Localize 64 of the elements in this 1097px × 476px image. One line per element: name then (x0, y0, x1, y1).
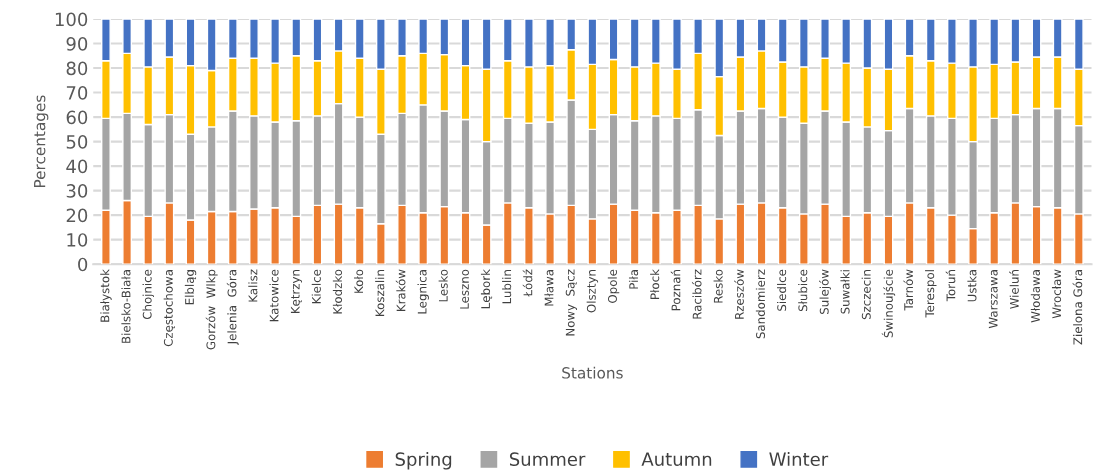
y-tick-label: 90 (66, 37, 88, 51)
x-tick-label: Resko (713, 269, 723, 303)
x-tick-label: Słubice (798, 269, 808, 312)
x-tick-label: Terespol (925, 270, 937, 318)
x-tick-label: Ustka (967, 270, 977, 302)
x-tick-label: Siedlce (777, 269, 787, 311)
x-tick-label: Tarnów (903, 269, 914, 311)
x-tick-label: Legnica (417, 270, 429, 314)
y-tick-label: 100 (55, 12, 88, 27)
x-tick-label: Jelenia Góra (226, 270, 239, 345)
x-tick-label: Bielsko-Biała (121, 270, 131, 343)
x-tick-label: Kraków (395, 269, 406, 311)
x-tick-label: Piła (628, 270, 639, 289)
x-tick-label: Świnoujście (881, 269, 896, 338)
x-tick-label: Racibórz (691, 269, 702, 319)
x-tick-label: Łódź (522, 269, 533, 297)
y-tick-label: 0 (78, 257, 88, 272)
x-tick-label: Elbląg (184, 270, 197, 305)
x-tick-label: Kielce (311, 269, 321, 304)
y-tick-label: 80 (66, 61, 88, 76)
y-tick-label: 50 (66, 135, 88, 149)
x-tick-label: Leszno (460, 269, 469, 309)
x-tick-label: Rzeszów (734, 269, 744, 319)
y-tick-label: 30 (66, 184, 88, 198)
x-tick-label: Wrocław (1051, 269, 1062, 319)
x-tick-label: Gorzów Wlkp (205, 269, 218, 350)
x-tick-label: Wieluń (1009, 270, 1019, 309)
x-tick-label: Lesko (438, 269, 448, 302)
x-tick-label: Chojnice (142, 269, 154, 320)
x-tick-label: Suwałki (840, 270, 850, 314)
x-tick-label: Nowy Sącz (565, 269, 577, 336)
x-tick-label: Kłodzko (332, 269, 343, 314)
y-tick-label: 70 (66, 86, 88, 100)
y-tick-label: 60 (66, 110, 88, 125)
legend-label: Spring (395, 452, 452, 470)
y-tick-label: 20 (66, 208, 88, 223)
x-axis-title: Stations (562, 366, 623, 379)
x-tick-label: Kalisz (248, 269, 258, 302)
x-tick-label: Białystok (100, 269, 112, 322)
legend-label: Summer (509, 452, 586, 466)
y-axis-title: Percentages (34, 95, 49, 188)
x-tick-label: Opole (607, 269, 620, 303)
x-tick-label: Toruń (945, 270, 956, 302)
x-tick-label: Olsztyn (586, 270, 599, 313)
y-tick-label: 40 (66, 159, 88, 174)
x-tick-label: Zielona Góra (1072, 270, 1083, 345)
legend-label: Winter (769, 452, 829, 466)
x-tick-label: Poznań (670, 270, 681, 311)
x-tick-label: Warszawa (988, 270, 998, 329)
x-tick-label: Częstochowa (163, 270, 175, 347)
x-tick-label: Katowice (269, 269, 279, 322)
x-tick-label: Koło (354, 269, 364, 293)
y-tick-label: 10 (67, 233, 88, 247)
x-tick-label: Szczecin (861, 270, 871, 320)
x-tick-label: Lublin (502, 270, 512, 304)
legend-label: Autumn (641, 452, 712, 466)
x-tick-label: Mława (544, 270, 554, 306)
x-tick-label: Płock (650, 269, 660, 299)
x-tick-label: Koszalin (375, 270, 385, 316)
x-tick-label: Lębork (480, 269, 493, 309)
x-tick-label: Sandomierz (755, 269, 765, 339)
x-tick-label: Włodawa (1030, 270, 1040, 323)
x-tick-label: Kętrzyn (290, 270, 302, 314)
x-tick-label: Sulejów (819, 269, 831, 314)
